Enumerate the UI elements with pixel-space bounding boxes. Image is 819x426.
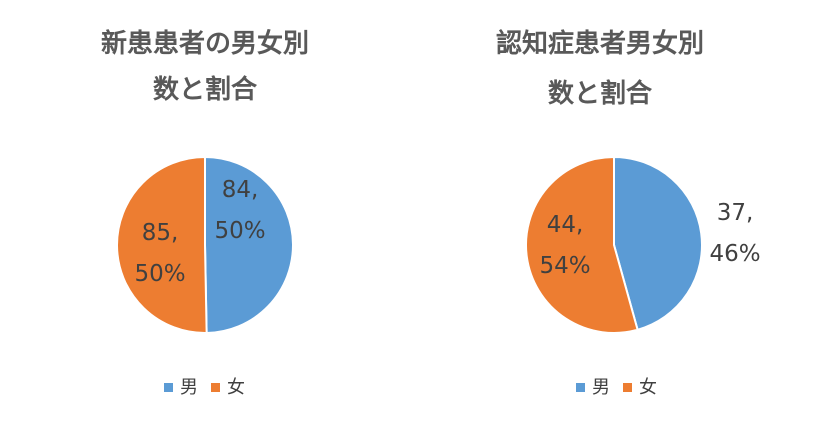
legend-swatch-male: [164, 383, 173, 392]
legend-label-male: 男: [180, 377, 198, 398]
pie-slice-male: [613, 155, 703, 332]
legend-swatch-male: [576, 383, 585, 392]
pie-slice-male: [204, 155, 295, 335]
chart-legend: 男女: [576, 377, 657, 398]
chart-legend: 男女: [164, 377, 245, 398]
data-label-male: 37, 46%: [709, 200, 760, 267]
legend-swatch-female: [211, 383, 220, 392]
legend-label-male: 男: [592, 377, 610, 398]
data-label-male: 84, 50%: [214, 177, 265, 244]
pie-data-labels: 37, 46% 44, 54%: [539, 200, 760, 279]
legend-swatch-female: [623, 383, 632, 392]
data-label-female: 85, 50%: [134, 220, 185, 287]
chart-title-line-1: 認知症患者男女別: [496, 28, 704, 59]
chart-dementia-patients: 認知症患者男女別 数と割合 37, 46% 44, 54% 男女: [410, 0, 819, 426]
pie-data-labels: 84, 50% 85, 50%: [134, 177, 265, 287]
legend-label-female: 女: [639, 377, 657, 398]
pie-chart-svg: 認知症患者男女別 数と割合 37, 46%44, 54% 男女: [496, 28, 761, 398]
chart-title-line-1: 新患患者の男女別: [101, 28, 309, 59]
chart-title-line-2: 数と割合: [548, 78, 653, 109]
pie-slices: [525, 155, 703, 334]
pie-slices: [116, 155, 295, 335]
chart-new-patients: 新患患者の男女別 数と割合 84, 50% 85, 50% 男女: [101, 28, 309, 398]
data-label-female: 44, 54%: [539, 212, 590, 279]
chart-title-line-2: 数と割合: [153, 74, 258, 105]
pie-slice-female: [525, 155, 639, 334]
pie-slice-female: [116, 155, 208, 334]
pie-chart-svg: 新患患者の男女別 数と割合 84, 50%85, 50% 男女: [101, 28, 309, 398]
legend-label-female: 女: [227, 377, 245, 398]
